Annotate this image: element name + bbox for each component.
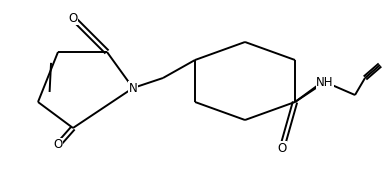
Text: N: N xyxy=(129,81,137,94)
Text: NH: NH xyxy=(316,76,334,89)
Text: H: H xyxy=(321,75,329,85)
Text: O: O xyxy=(278,141,287,155)
Text: O: O xyxy=(68,11,78,25)
Text: O: O xyxy=(53,139,63,152)
